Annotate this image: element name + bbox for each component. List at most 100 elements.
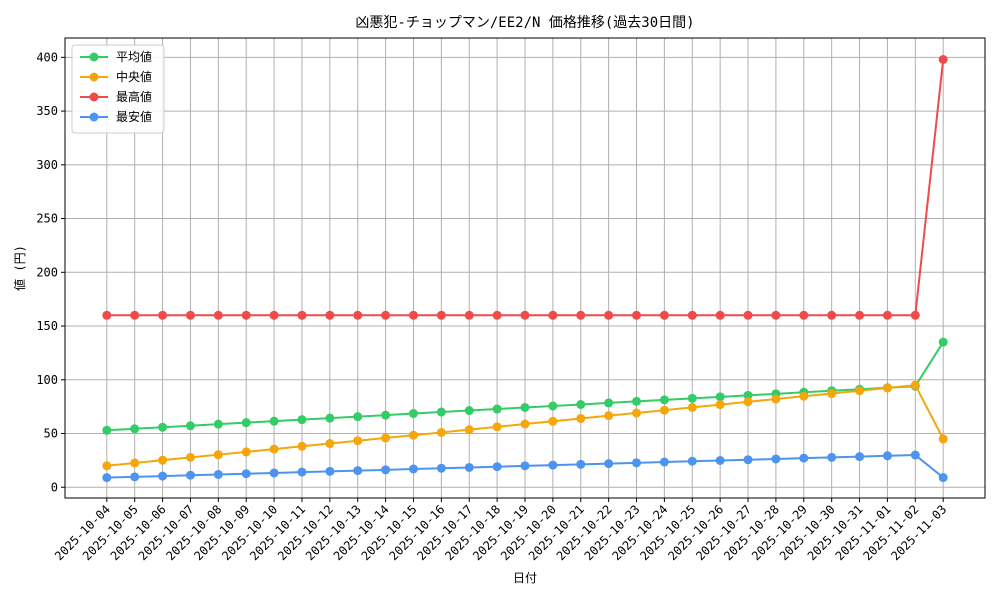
data-point [102, 461, 112, 471]
y-tick-label: 200 [36, 265, 58, 279]
data-point [297, 310, 307, 320]
data-point [799, 310, 809, 320]
data-point [687, 456, 697, 466]
data-point [130, 424, 140, 434]
legend-label: 最安値 [116, 109, 152, 124]
data-point [855, 452, 865, 462]
data-point [381, 310, 391, 320]
data-point [408, 310, 418, 320]
data-point [938, 473, 948, 483]
data-point [938, 337, 948, 347]
data-point [771, 454, 781, 464]
data-point [158, 310, 168, 320]
data-point [213, 450, 223, 460]
data-point [576, 399, 586, 409]
data-point [158, 422, 168, 432]
data-point [213, 310, 223, 320]
data-point [381, 410, 391, 420]
data-point [771, 394, 781, 404]
data-point [687, 393, 697, 403]
data-point [492, 310, 502, 320]
data-point [882, 383, 892, 393]
data-point [743, 455, 753, 465]
legend-marker [89, 112, 99, 122]
data-point [910, 450, 920, 460]
data-point [185, 310, 195, 320]
data-point [213, 419, 223, 429]
y-tick-label: 150 [36, 319, 58, 333]
data-point [659, 310, 669, 320]
legend-marker [89, 92, 99, 102]
data-point [548, 310, 558, 320]
data-point [436, 310, 446, 320]
data-point [827, 310, 837, 320]
data-point [827, 389, 837, 399]
plot-frame [64, 37, 986, 499]
data-point [381, 433, 391, 443]
data-point [910, 380, 920, 390]
data-point [241, 310, 251, 320]
y-tick-label: 400 [36, 50, 58, 64]
data-point [130, 310, 140, 320]
data-point [492, 462, 502, 472]
data-point [130, 472, 140, 482]
data-point [241, 469, 251, 479]
data-point [353, 436, 363, 446]
data-point [325, 413, 335, 423]
data-point [464, 462, 474, 472]
data-point [492, 404, 502, 414]
data-point [632, 458, 642, 468]
legend-label: 平均値 [116, 49, 152, 64]
data-point [938, 54, 948, 64]
data-point [659, 395, 669, 405]
data-point [297, 441, 307, 451]
data-point [604, 459, 614, 469]
data-point [464, 425, 474, 435]
data-point [213, 469, 223, 479]
chart-title: 凶悪犯-チョップマン/EE2/N 価格推移(過去30日間) [355, 15, 694, 31]
data-point [604, 411, 614, 421]
data-point [855, 386, 865, 396]
data-point [632, 408, 642, 418]
data-point [408, 430, 418, 440]
data-point [604, 398, 614, 408]
data-point [520, 419, 530, 429]
data-point [269, 310, 279, 320]
data-point [799, 391, 809, 401]
legend-label: 中央値 [116, 69, 152, 84]
data-point [102, 310, 112, 320]
data-point [659, 457, 669, 467]
legend-marker [89, 52, 99, 62]
data-point [632, 310, 642, 320]
data-point [241, 418, 251, 428]
data-point [102, 473, 112, 483]
data-point [548, 460, 558, 470]
data-point [827, 452, 837, 462]
y-tick-label: 350 [36, 104, 58, 118]
data-point [743, 397, 753, 407]
data-point [548, 416, 558, 426]
data-point [185, 452, 195, 462]
data-point [520, 461, 530, 471]
data-point [158, 471, 168, 481]
legend-box [71, 44, 165, 134]
data-point [185, 421, 195, 431]
data-point [408, 409, 418, 419]
data-point [269, 468, 279, 478]
data-point [381, 465, 391, 475]
data-point [576, 310, 586, 320]
legend-label: 最高値 [116, 89, 152, 104]
data-point [743, 390, 753, 400]
data-point [938, 434, 948, 444]
data-point [353, 466, 363, 476]
data-point [241, 447, 251, 457]
data-point [659, 405, 669, 415]
data-point [910, 310, 920, 320]
data-point [687, 310, 697, 320]
data-point [269, 416, 279, 426]
data-point [436, 427, 446, 437]
data-point [492, 422, 502, 432]
y-tick-label: 300 [36, 158, 58, 172]
data-point [715, 455, 725, 465]
data-point [436, 463, 446, 473]
